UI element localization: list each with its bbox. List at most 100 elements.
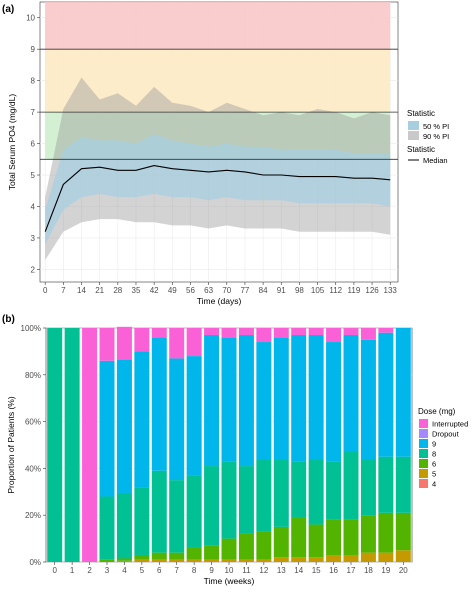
panel-b-x-tick-label-3: 3 (105, 566, 110, 575)
legend-label-90-pi: 90 % PI (423, 132, 449, 141)
bar-week-3-dose-6 (99, 559, 115, 562)
panel-a-x-tick-label-14: 98 (295, 286, 304, 295)
bar-week-7-dose-5 (169, 559, 185, 562)
legend-swatch-dose-8 (419, 449, 428, 458)
panel-a-x-tick-label-10: 70 (222, 286, 231, 295)
bar-week-12-dose-6 (256, 531, 272, 560)
panel-b-x-tick-label-13: 13 (277, 566, 286, 575)
panel-b-x-tick-label-4: 4 (122, 566, 127, 575)
bar-week-7-dose-9 (169, 358, 185, 481)
bar-week-3-dose-8 (99, 496, 115, 560)
panel-a-legend: Statistic 50 % PI 90 % PI Statistic Medi… (407, 109, 449, 165)
panel-b-x-axis-label: Time (weeks) (204, 576, 255, 586)
legend-label-dose-6: 6 (432, 460, 436, 469)
bar-week-15-dose-5 (308, 557, 324, 562)
panel-b-x-tick-label-10: 10 (225, 566, 234, 575)
bar-week-4-dose-9 (116, 359, 132, 493)
panel-a-y-tick-label-5: 7 (31, 108, 36, 117)
legend-label-dose-5: 5 (432, 470, 436, 479)
bar-week-6-dose-5 (151, 559, 167, 562)
panel-b-x-tick-label-18: 18 (364, 566, 373, 575)
bar-week-18-dose-9 (360, 339, 376, 460)
panel-b-x-tick-label-8: 8 (192, 566, 197, 575)
bar-week-9-dose-6 (204, 545, 220, 560)
bar-week-14-dose-9 (291, 335, 307, 462)
panel-b-x-tick-label-9: 9 (209, 566, 214, 575)
panel-b-x-ticks: 0 1 2 3 4 5 6 7 8 9 10 11 12 13 14 15 16 17 18 19 20 (52, 562, 408, 575)
panel-a-x-tick-label-3: 21 (95, 286, 104, 295)
bar-week-7-dose-8 (169, 480, 185, 553)
bar-week-13-dose-8 (273, 459, 289, 527)
bar-week-13-dose-6 (273, 526, 289, 558)
bar-week-17-dose-8 (343, 452, 359, 520)
bar-week-10-dose-interrupted (221, 328, 237, 338)
panel-a-x-axis-label: Time (days) (197, 296, 242, 306)
bar-week-9-dose-5 (204, 559, 220, 562)
bar-week-4-dose-5 (116, 560, 132, 562)
bar-week-10-dose-6 (221, 538, 237, 560)
legend-label-median: Median (423, 156, 448, 165)
panel-b-legend-title: Dose (mg) (418, 407, 456, 416)
bar-week-19-dose-9 (378, 332, 394, 457)
bar-week-12-dose-8 (256, 459, 272, 532)
bar-week-7-dose-interrupted (169, 328, 185, 359)
panel-b: (b) 0 1 2 3 4 5 6 7 8 9 10 11 12 13 14 15 16 17 18 19 20 0%2… (2, 314, 468, 586)
bar-week-14-dose-interrupted (291, 328, 307, 336)
bar-week-8-dose-5 (186, 559, 202, 562)
panel-a-y-tick-label-7: 9 (31, 45, 36, 54)
panel-a-x-tick-label-16: 112 (329, 286, 342, 295)
bar-week-5-dose-9 (134, 351, 150, 488)
panel-b-y-tick-label-0: 0% (29, 558, 41, 567)
panel-a-x-tick-label-1: 7 (61, 286, 66, 295)
bar-week-9-dose-9 (204, 335, 220, 467)
panel-a-y-tick-label-0: 2 (31, 265, 36, 274)
panel-a-y-tick-label-2: 4 (31, 202, 36, 211)
legend-label-dose-dropout: Dropout (432, 430, 460, 439)
panel-a-x-tick-label-11: 77 (240, 286, 249, 295)
bar-week-5-dose-8 (134, 487, 150, 555)
bar-week-11-dose-5 (238, 559, 254, 562)
bar-week-11-dose-interrupted (238, 328, 254, 336)
panel-b-y-tick-label-2: 40% (25, 464, 41, 473)
bar-week-10-dose-8 (221, 461, 237, 539)
bar-week-6-dose-9 (151, 337, 167, 471)
bar-week-14-dose-6 (291, 517, 307, 558)
legend-swatch-dose-5 (419, 469, 428, 478)
panel-b-y-tick-label-1: 20% (25, 511, 41, 520)
panel-b-x-tick-label-12: 12 (259, 566, 268, 575)
panel-a-x-tick-label-17: 119 (348, 286, 361, 295)
panel-b-x-tick-label-11: 11 (242, 566, 251, 575)
panel-a-x-tick-label-2: 14 (77, 286, 86, 295)
panel-a-y-tick-label-4: 6 (31, 140, 36, 149)
legend-swatch-dose-4 (419, 479, 428, 488)
bar-week-18-dose-8 (360, 459, 376, 516)
bar-week-11-dose-8 (238, 466, 254, 534)
bar-week-18-dose-6 (360, 515, 376, 553)
bar-week-13-dose-9 (273, 337, 289, 460)
panel-a-x-tick-label-18: 126 (365, 286, 379, 295)
panel-a-x-tick-label-13: 91 (277, 286, 286, 295)
bar-week-17-dose-interrupted (343, 328, 359, 336)
panel-a-legend-title: Statistic (407, 109, 435, 118)
panel-a-x-tick-label-0: 0 (43, 286, 48, 295)
bar-week-16-dose-8 (326, 461, 342, 520)
bar-week-8-dose-6 (186, 547, 202, 560)
bar-week-13-dose-interrupted (273, 328, 289, 338)
legend-label-dose-9: 9 (432, 440, 436, 449)
bar-week-16-dose-5 (326, 554, 342, 562)
bar-week-3-dose-9 (99, 360, 115, 497)
bar-week-8-dose-8 (186, 475, 202, 548)
panel-a-series (44, 77, 391, 260)
bar-week-17-dose-5 (343, 554, 359, 562)
panel-b-x-tick-label-16: 16 (329, 566, 338, 575)
legend-label-dose-4: 4 (432, 480, 436, 489)
bar-week-17-dose-9 (343, 335, 359, 453)
panel-b-x-tick-label-6: 6 (157, 566, 162, 575)
bar-week-10-dose-5 (221, 559, 237, 562)
panel-a-x-tick-label-7: 49 (168, 286, 177, 295)
panel-a-y-tick-label-1: 3 (31, 234, 36, 243)
bar-week-17-dose-6 (343, 519, 359, 555)
legend-label-50-pi: 50 % PI (423, 122, 449, 131)
panel-a-x-ticks: 0 7 14 21 28 35 42 49 56 63 70 77 84 91 98 105 112 119 126… (43, 282, 397, 295)
